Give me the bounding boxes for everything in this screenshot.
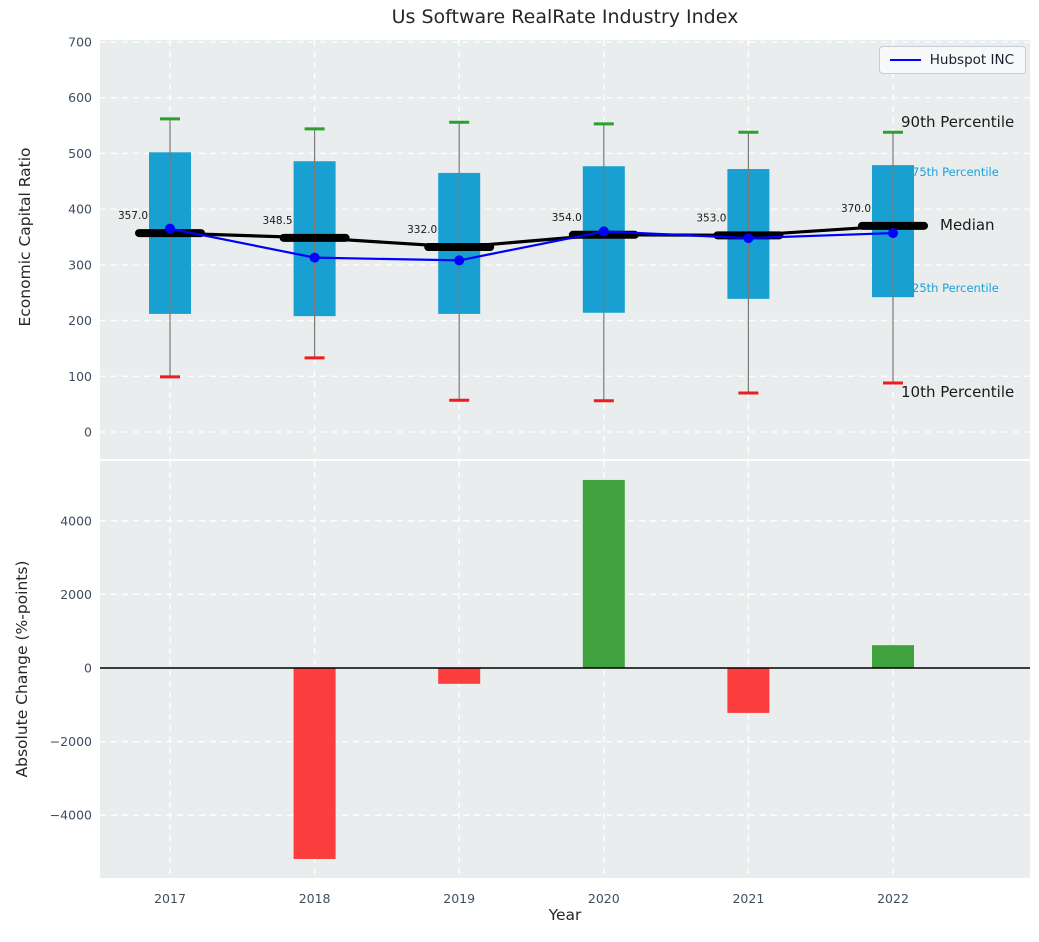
top-y-axis-label: Economic Capital Ratio <box>16 147 34 327</box>
bar-2019 <box>438 668 481 684</box>
hubspot-line <box>169 227 894 262</box>
top-y-tick-200: 200 <box>68 313 92 328</box>
median-value-label-2021: 353.0 <box>696 212 726 224</box>
x-tick-2021: 2021 <box>732 891 764 906</box>
hubspot-point-2022 <box>888 228 898 239</box>
median-value-label-2019: 332.0 <box>407 224 437 236</box>
annotation-25th-percentile: 25th Percentile <box>912 281 999 295</box>
median-value-label-2022: 370.0 <box>841 203 871 215</box>
bar-2021 <box>727 668 770 713</box>
top-y-tick-700: 700 <box>68 35 92 50</box>
top-y-tick-100: 100 <box>68 369 92 384</box>
x-tick-2018: 2018 <box>299 891 331 906</box>
bar-2022 <box>872 645 914 668</box>
hubspot-point-2021 <box>743 233 754 244</box>
hubspot-point-2020 <box>598 226 609 237</box>
bottom-y-tick-2000: 2000 <box>60 587 92 602</box>
hubspot-point-2017 <box>165 223 175 234</box>
hubspot-point-2018 <box>309 252 320 263</box>
chart-title: Us Software RealRate Industry Index <box>391 6 739 28</box>
x-tick-2020: 2020 <box>588 891 620 906</box>
annotation-75th-percentile: 75th Percentile <box>912 165 999 179</box>
annotation-90th-percentile: 90th Percentile <box>901 113 1014 131</box>
x-tick-2017: 2017 <box>154 891 186 906</box>
annotation-median: Median <box>940 216 995 234</box>
top-y-tick-400: 400 <box>68 202 92 217</box>
median-value-label-2018: 348.5 <box>263 215 293 227</box>
legend-label: Hubspot INC <box>929 52 1014 68</box>
bottom-panel-background <box>100 461 1030 878</box>
bar-2020 <box>582 479 625 668</box>
bottom-y-tick--2000: −2000 <box>50 734 92 749</box>
bar-2018 <box>293 668 336 859</box>
bottom-y-tick-4000: 4000 <box>60 513 92 528</box>
bottom-y-axis-label: Absolute Change (%-points) <box>13 560 31 778</box>
legend: Hubspot INC <box>878 46 1026 74</box>
top-y-tick-300: 300 <box>68 257 92 272</box>
legend-line-sample <box>889 59 921 61</box>
x-tick-2022: 2022 <box>877 891 909 906</box>
top-y-tick-500: 500 <box>68 146 92 161</box>
annotation-10th-percentile: 10th Percentile <box>901 383 1014 401</box>
median-value-label-2017: 357.0 <box>118 210 148 222</box>
bottom-y-tick--4000: −4000 <box>50 808 92 823</box>
x-axis-label: Year <box>548 906 582 924</box>
top-y-tick-600: 600 <box>68 90 92 105</box>
top-y-tick-0: 0 <box>84 425 92 440</box>
x-tick-2019: 2019 <box>443 891 475 906</box>
hubspot-point-2019 <box>454 255 465 266</box>
bottom-y-tick-0: 0 <box>84 661 92 676</box>
median-value-label-2020: 354.0 <box>552 212 582 224</box>
